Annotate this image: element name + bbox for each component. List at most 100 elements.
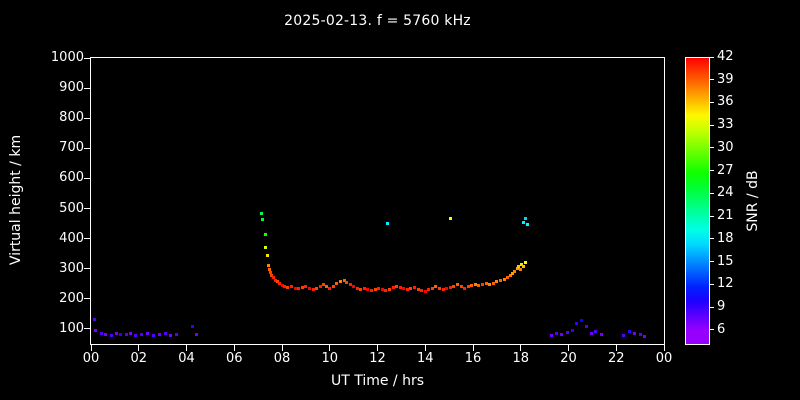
colorbar-tick-mark (710, 192, 714, 194)
data-point (423, 289, 427, 293)
y-tick-label: 100 (59, 320, 84, 336)
x-tick-mark (329, 345, 331, 351)
data-point (269, 271, 273, 275)
y-tick-label: 900 (59, 80, 84, 96)
data-point (510, 272, 514, 276)
data-point (345, 280, 349, 284)
data-point (157, 333, 161, 337)
data-point (275, 280, 279, 284)
colorbar-tick-mark (710, 329, 714, 331)
colorbar-tick-label: 9 (717, 299, 726, 315)
y-tick-label: 600 (59, 170, 84, 186)
x-tick-label: 08 (273, 351, 291, 366)
data-point (263, 232, 267, 236)
data-point (315, 286, 319, 290)
x-tick-label: 00 (655, 351, 673, 366)
data-point (643, 334, 647, 338)
data-point (271, 276, 275, 280)
data-point (338, 279, 342, 283)
data-point (133, 334, 137, 338)
x-tick-label: 00 (82, 351, 100, 366)
data-point (524, 216, 528, 220)
x-tick-mark (520, 345, 522, 351)
colorbar-label: SNR / dB (745, 170, 761, 232)
data-point (470, 284, 474, 288)
y-tick-label: 300 (59, 260, 84, 276)
plot-area (90, 57, 665, 345)
data-point (398, 285, 402, 289)
data-point (270, 273, 274, 277)
data-point (373, 287, 377, 291)
data-point (473, 282, 477, 286)
data-point (145, 332, 149, 336)
data-point (488, 282, 492, 286)
data-point (484, 281, 488, 285)
data-point (430, 286, 434, 290)
data-point (638, 333, 642, 337)
data-point (395, 284, 399, 288)
data-point (278, 282, 282, 286)
data-point (366, 288, 370, 292)
data-point (506, 276, 510, 280)
data-point (525, 222, 529, 226)
data-point (94, 328, 98, 332)
data-point (114, 331, 118, 335)
data-point (321, 283, 325, 287)
data-point (420, 288, 424, 292)
data-point (297, 287, 301, 291)
data-point (445, 287, 449, 291)
y-axis-label: Virtual height / km (8, 134, 24, 266)
data-point (342, 278, 346, 282)
data-point (175, 333, 179, 337)
data-point (513, 269, 517, 273)
x-tick-label: 16 (464, 351, 482, 366)
colorbar-tick-mark (710, 261, 714, 263)
y-tick-mark (84, 87, 90, 89)
data-point (324, 284, 328, 288)
data-point (391, 285, 395, 289)
data-point (125, 333, 129, 337)
data-point (265, 253, 269, 257)
x-tick-label: 12 (369, 351, 386, 366)
data-point (151, 334, 155, 338)
x-tick-label: 14 (416, 351, 434, 366)
y-tick-label: 400 (59, 230, 84, 246)
data-point (268, 268, 272, 272)
x-tick-mark (281, 345, 283, 351)
colorbar-tick-label: 27 (717, 162, 734, 178)
data-point (348, 283, 352, 287)
data-point (359, 287, 363, 291)
chart-title: 2025-02-13. f = 5760 kHz (284, 13, 471, 29)
x-tick-mark (424, 345, 426, 351)
data-point (466, 285, 470, 289)
data-point (119, 333, 123, 337)
data-point (520, 262, 524, 266)
data-point (495, 280, 499, 284)
data-point (273, 278, 277, 282)
colorbar-tick-label: 39 (717, 71, 734, 87)
data-point (109, 334, 113, 338)
data-point (463, 286, 467, 290)
colorbar-tick-mark (710, 124, 714, 126)
data-point (508, 274, 512, 278)
y-tick-mark (84, 177, 90, 179)
data-point (163, 332, 167, 336)
colorbar-tick-mark (710, 147, 714, 149)
data-point (311, 288, 315, 291)
data-point (387, 287, 391, 291)
data-point (427, 288, 431, 292)
data-point (280, 284, 284, 288)
data-point (304, 284, 308, 288)
x-tick-label: 22 (607, 351, 625, 366)
y-tick-label: 800 (59, 110, 84, 126)
data-point (413, 285, 416, 289)
y-tick-mark (84, 147, 90, 149)
data-point (93, 318, 97, 322)
data-point (405, 288, 409, 292)
data-point (286, 285, 290, 289)
data-point (307, 286, 311, 290)
y-tick-mark (84, 238, 90, 240)
colorbar-tick-label: 33 (717, 117, 734, 133)
data-point (352, 285, 356, 289)
